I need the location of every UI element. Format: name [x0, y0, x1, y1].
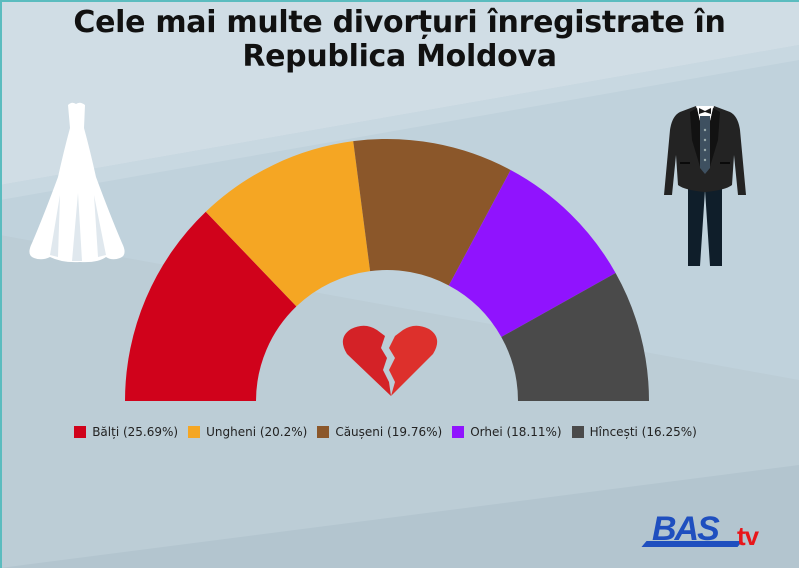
legend-swatch	[317, 426, 330, 438]
title-line-1: Cele mai multe divorțuri înregistrate în	[73, 5, 726, 40]
legend-label: Hîncești (16.25%)	[589, 425, 697, 439]
logo-main: BAS	[652, 510, 720, 548]
broken-heart-icon	[342, 325, 438, 396]
legend-label: Bălți (25.69%)	[92, 425, 179, 439]
legend-item[interactable]: Orhei (18.11%)	[452, 425, 562, 439]
chart-legend: Bălți (25.69%) Ungheni (20.2%) Căușeni (19…	[0, 425, 785, 439]
legend-label: Căușeni (19.76%)	[335, 425, 443, 439]
legend-item[interactable]: Hîncești (16.25%)	[571, 425, 697, 439]
chart-slices	[125, 139, 649, 401]
slice-orhei[interactable]	[448, 170, 616, 337]
legend-label: Orhei (18.11%)	[470, 425, 562, 439]
chart-title: Cele mai multe divorțuri înregistrate în…	[0, 6, 799, 74]
legend-label: Ungheni (20.2%)	[206, 425, 308, 439]
tuxedo-icon	[664, 106, 746, 266]
slice-balti[interactable]	[125, 211, 297, 401]
wedding-dress-icon	[29, 102, 125, 263]
legend-swatch	[74, 426, 87, 438]
slice-ungheni[interactable]	[205, 141, 371, 307]
title-line-2: Republica Moldova	[242, 39, 557, 74]
legend-swatch	[571, 426, 584, 438]
slice-hincesti[interactable]	[501, 272, 649, 401]
bastv-logo: BAS tv	[640, 512, 780, 552]
legend-item[interactable]: Ungheni (20.2%)	[188, 425, 307, 439]
slice-causeni[interactable]	[353, 139, 511, 286]
legend-item[interactable]: Bălți (25.69%)	[74, 425, 178, 439]
legend-swatch	[188, 426, 201, 438]
legend-swatch	[452, 426, 465, 438]
logo-suffix: tv	[737, 521, 759, 551]
legend-item[interactable]: Căușeni (19.76%)	[317, 425, 442, 439]
